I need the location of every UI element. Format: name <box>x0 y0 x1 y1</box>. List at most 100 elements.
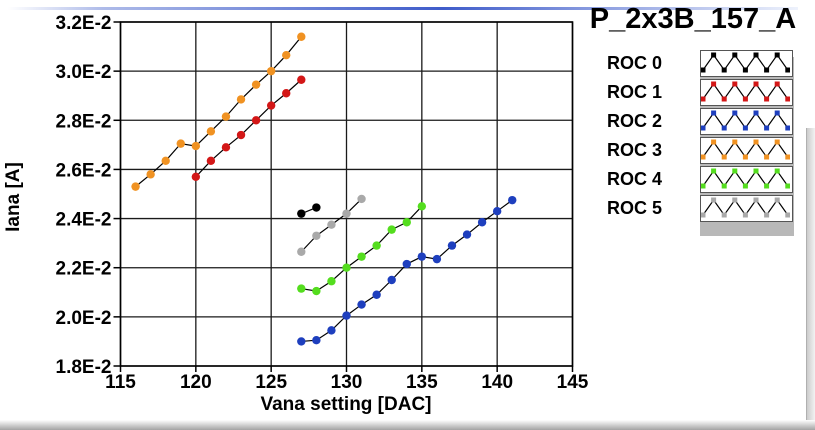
legend-marker-box-roc-3[interactable] <box>700 137 793 164</box>
legend-zigzag-icon-roc-1 <box>700 81 791 102</box>
legend-label-roc-3: ROC 3 <box>607 140 663 160</box>
legend-square-marker <box>785 96 791 102</box>
legend-zigzag-icon-roc-0 <box>700 52 791 73</box>
data-point-roc-3 <box>266 66 276 76</box>
x-tick-label: 145 <box>557 372 589 393</box>
legend-label-roc-4: ROC 4 <box>607 169 663 189</box>
legend-square-marker <box>721 67 727 73</box>
x-tick-label: 120 <box>180 372 212 393</box>
x-tick-label: 130 <box>331 372 363 393</box>
data-point-roc-5 <box>342 209 351 218</box>
data-point-roc-2 <box>357 300 366 309</box>
data-point-roc-5 <box>312 231 321 240</box>
legend-square-marker <box>785 212 791 218</box>
legend-zigzag-icon-roc-4 <box>700 168 791 189</box>
data-point-roc-4 <box>357 252 366 261</box>
data-point-roc-2 <box>417 252 427 261</box>
legend-row-roc-1: ROC 1 <box>600 79 794 106</box>
legend-marker-box-roc-4[interactable] <box>700 166 793 193</box>
data-point-roc-4 <box>417 202 427 211</box>
legend-square-marker <box>753 52 759 58</box>
legend-square-marker <box>711 81 717 87</box>
legend-square-marker <box>785 67 791 73</box>
data-point-roc-2 <box>327 326 336 335</box>
legend-square-marker <box>753 139 759 145</box>
data-point-roc-4 <box>297 284 306 293</box>
x-tick-label: 140 <box>481 372 513 393</box>
legend-label-roc-1: ROC 1 <box>607 82 663 102</box>
legend-square-marker <box>732 197 738 203</box>
legend-marker-box-roc-0[interactable] <box>700 50 793 77</box>
data-point-roc-2 <box>432 254 442 264</box>
series-line-roc-3 <box>135 36 302 188</box>
legend-row-roc-0: ROC 0 <box>600 50 794 77</box>
window-edge-right <box>806 128 815 430</box>
data-point-roc-2 <box>312 336 321 345</box>
legend-square-marker <box>700 183 706 189</box>
legend-square-marker <box>764 154 770 160</box>
data-point-roc-1 <box>266 101 276 110</box>
data-point-roc-3 <box>146 170 155 179</box>
legend-square-marker <box>742 96 748 102</box>
data-point-roc-3 <box>236 95 246 104</box>
legend-marker-box-roc-5[interactable] <box>700 195 793 222</box>
legend-square-marker <box>764 67 770 73</box>
legend-square-marker <box>721 183 727 189</box>
data-point-roc-2 <box>462 230 472 239</box>
legend-square-marker <box>774 52 780 58</box>
data-point-roc-2 <box>297 337 306 346</box>
legend-square-marker <box>732 139 738 145</box>
data-point-roc-4 <box>342 263 351 272</box>
legend-row-roc-2: ROC 2 <box>600 108 794 135</box>
y-tick-label: 2.4E-2 <box>56 210 112 231</box>
legend-square-marker <box>711 139 717 145</box>
y-tick-label: 2.2E-2 <box>56 259 112 280</box>
legend-zigzag-icon-roc-5 <box>700 197 791 218</box>
y-tick-label: 3.2E-2 <box>56 13 112 34</box>
data-point-roc-5 <box>327 220 336 229</box>
data-point-roc-2 <box>402 259 411 269</box>
data-point-roc-0 <box>297 209 306 218</box>
legend-square-marker <box>700 96 706 102</box>
legend-square-marker <box>700 67 706 73</box>
legend-marker-box-roc-1[interactable] <box>700 79 793 106</box>
data-point-roc-4 <box>387 225 396 234</box>
data-point-roc-3 <box>206 127 216 136</box>
data-point-roc-3 <box>191 141 201 151</box>
legend-square-marker <box>764 96 770 102</box>
legend-square-marker <box>700 154 706 160</box>
legend-square-marker <box>764 125 770 131</box>
legend-square-marker <box>774 168 780 174</box>
x-tick-label: 115 <box>105 372 136 393</box>
legend-square-marker <box>711 52 717 58</box>
legend-square-marker <box>742 67 748 73</box>
legend-square-marker <box>753 197 759 203</box>
data-point-roc-3 <box>176 139 185 148</box>
data-point-roc-1 <box>251 116 261 125</box>
legend-square-marker <box>785 183 791 189</box>
data-point-roc-3 <box>161 156 170 166</box>
legend-marker-box-roc-2[interactable] <box>700 108 793 135</box>
legend-label-roc-2: ROC 2 <box>607 111 663 131</box>
data-point-roc-5 <box>357 194 366 204</box>
data-point-roc-2 <box>372 290 381 299</box>
data-point-roc-3 <box>131 182 140 191</box>
page-title: P_2x3B_157_A <box>589 3 797 35</box>
legend-square-marker <box>732 168 738 174</box>
data-point-roc-2 <box>508 195 517 205</box>
legend-square-marker <box>764 183 770 189</box>
x-axis-title: Vana setting [DAC] <box>260 394 432 415</box>
y-axis-title: Iana [A] <box>3 162 24 232</box>
data-point-roc-1 <box>236 130 246 140</box>
y-tick-label: 3.0E-2 <box>56 62 112 83</box>
legend-square-marker <box>732 52 738 58</box>
data-point-roc-2 <box>447 241 457 250</box>
window-edge-bottom <box>0 420 815 430</box>
legend-label-roc-0: ROC 0 <box>607 53 663 73</box>
data-point-roc-2 <box>387 275 396 285</box>
legend-square-marker <box>732 81 738 87</box>
legend-zigzag-icon-roc-2 <box>700 110 791 131</box>
titlebar-accent-line <box>8 7 798 10</box>
legend-square-marker <box>732 110 738 116</box>
